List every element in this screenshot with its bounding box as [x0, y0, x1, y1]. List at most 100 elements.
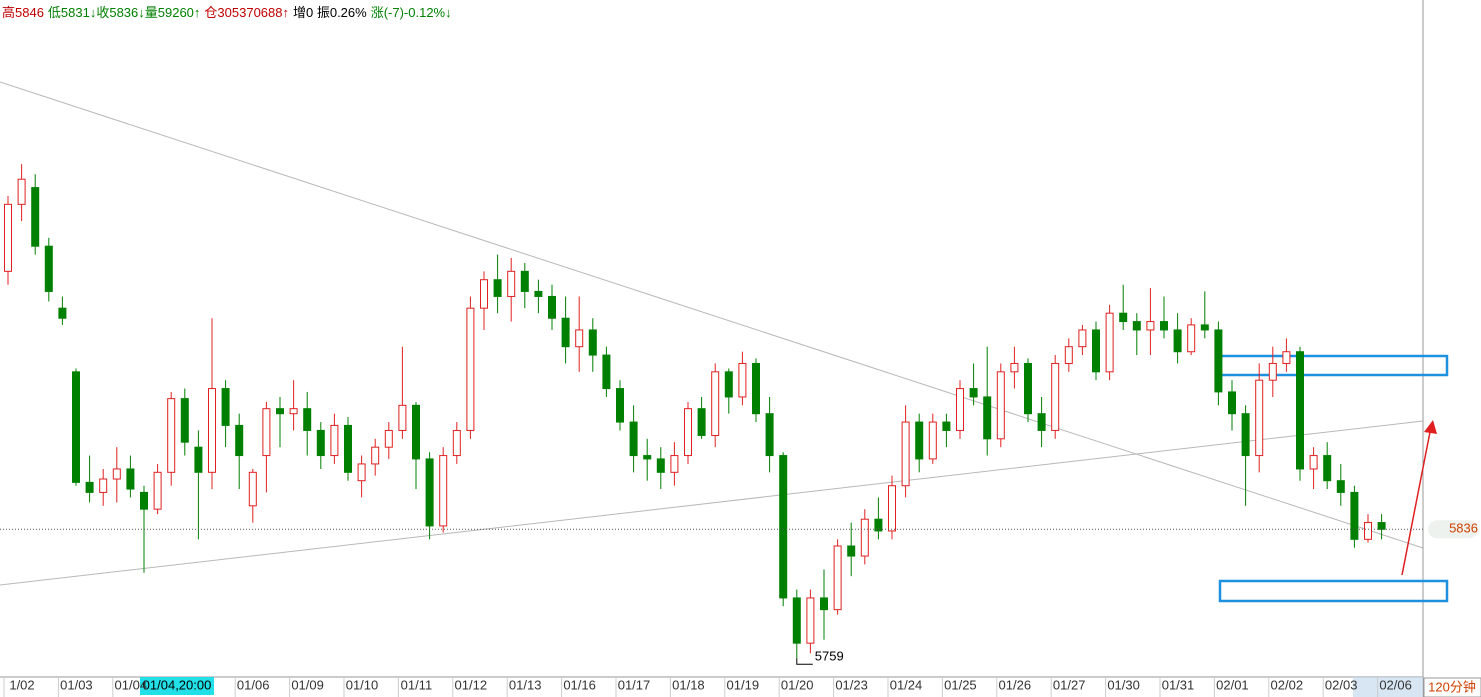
cursor-label-bg — [140, 677, 214, 695]
candle-body — [820, 597, 828, 611]
candle-body — [412, 404, 420, 460]
candle-body — [1092, 329, 1100, 373]
candle-body — [1268, 362, 1277, 381]
candle-body — [1323, 455, 1332, 482]
candle-body — [112, 468, 121, 480]
x-tick-label: 01/09 — [291, 677, 324, 692]
candle-body — [983, 396, 992, 440]
x-tick-label: 1/02 — [9, 677, 34, 692]
candle-body — [629, 421, 638, 457]
candle-body — [507, 270, 516, 297]
period-box — [1423, 677, 1481, 697]
candle-body — [1064, 346, 1073, 364]
candle-body — [31, 187, 40, 247]
candle-body — [167, 398, 176, 473]
last-price-bg — [1428, 520, 1478, 539]
x-tick-label: 02/03 — [1325, 677, 1358, 692]
x-tick-label: 01/17 — [618, 677, 651, 692]
candle-body — [221, 388, 230, 426]
min-label: 5759 — [815, 649, 844, 664]
x-tick-label: 01/27 — [1053, 677, 1086, 692]
candle-body — [1146, 321, 1155, 331]
header-item: 增0 振0.26% — [293, 5, 367, 20]
candle-body — [1350, 491, 1359, 540]
candle-body — [289, 408, 298, 415]
candle-body — [806, 597, 815, 644]
x-tick-label: 01/20 — [781, 677, 814, 692]
candle-body — [140, 491, 148, 510]
candle-body — [928, 421, 937, 460]
candle-body — [847, 545, 856, 557]
candle-body — [17, 178, 26, 205]
candle-body — [833, 545, 842, 611]
x-tick-label: 02/01 — [1216, 677, 1249, 692]
candle-body — [4, 203, 12, 272]
candle-body — [1241, 413, 1250, 457]
candle-body — [1173, 329, 1182, 353]
candle-body — [357, 463, 366, 482]
candle-body — [915, 421, 924, 460]
candle-body — [330, 424, 339, 457]
candle-body — [1051, 362, 1060, 431]
candle-body — [480, 279, 488, 309]
x-tick-label: 01/26 — [999, 677, 1032, 692]
x-tick-label: 01/16 — [563, 677, 596, 692]
candle-body — [956, 388, 964, 431]
candle-body — [874, 518, 883, 532]
candle-body — [520, 270, 529, 292]
candle-body — [724, 371, 733, 398]
candle-body — [888, 485, 896, 532]
candle-body — [303, 408, 312, 431]
candle-body — [344, 424, 352, 473]
candle-body — [248, 471, 257, 507]
candle-body — [1296, 351, 1304, 470]
x-tick-label: 02/02 — [1271, 677, 1304, 692]
candle-body — [384, 429, 393, 448]
candle-body — [1228, 391, 1236, 415]
candle-body — [765, 413, 774, 457]
period-label: 120分钟 — [1428, 679, 1476, 694]
x-tick-label: 01/19 — [727, 677, 760, 692]
candle-body — [235, 424, 244, 457]
min-marker — [796, 658, 813, 665]
candle-body — [575, 329, 584, 348]
x-tick-label: 01/25 — [944, 677, 977, 692]
candle-body — [643, 455, 652, 460]
candle-body — [1010, 362, 1019, 373]
candle-body — [711, 371, 720, 436]
candle-body — [425, 458, 434, 527]
x-tick-label: 01/12 — [455, 677, 488, 692]
candle-body — [276, 408, 284, 415]
candle-body — [1119, 312, 1128, 323]
candle-body — [126, 468, 135, 490]
candle-body — [656, 458, 665, 473]
candle-body — [180, 398, 189, 443]
x-tick-label: 01/24 — [890, 677, 923, 692]
candle-body — [1377, 522, 1386, 530]
candle-body — [493, 279, 502, 297]
candle-body — [452, 429, 461, 457]
candle-body — [1078, 329, 1087, 348]
x-range-highlight — [1353, 677, 1423, 697]
candle-body — [1336, 480, 1345, 493]
candle-body — [996, 371, 1005, 440]
candle-body — [466, 307, 475, 431]
candle-body — [792, 597, 801, 644]
candle-body — [548, 295, 556, 319]
candle-body — [738, 362, 747, 398]
candle-body — [901, 421, 910, 487]
candle-body — [1160, 321, 1168, 331]
header: 高5846 低5831↓收5836↓量59260↑ 仓305370688↑ 增0 振0… — [2, 2, 456, 21]
candle-body — [316, 429, 325, 457]
x-tick-label: 01/03 — [60, 677, 93, 692]
candle-body — [99, 478, 108, 493]
candle-body — [1200, 324, 1209, 331]
last-price-label: 5836 — [1449, 521, 1478, 536]
candle-body — [697, 408, 706, 436]
candle-body — [1132, 321, 1141, 331]
candles — [4, 164, 1386, 659]
candle-body — [58, 307, 67, 319]
candle-body — [1282, 351, 1291, 364]
